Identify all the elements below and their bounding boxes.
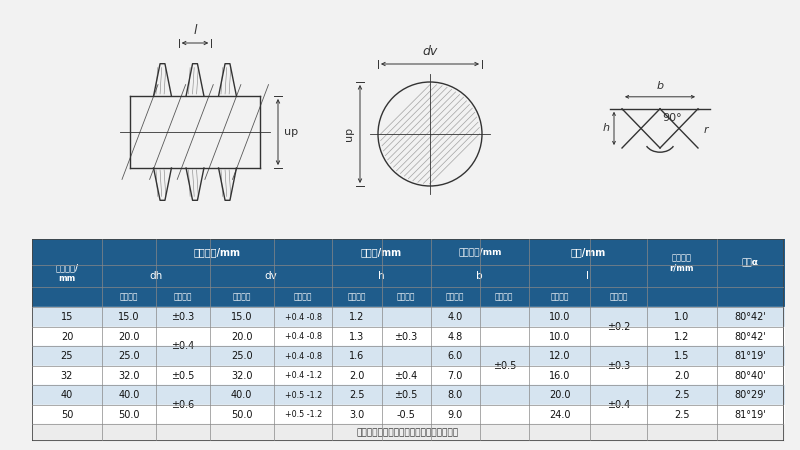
Text: 公称尺寸: 公称尺寸 [119,292,138,302]
Text: 15: 15 [61,312,73,322]
Text: 80°42': 80°42' [734,312,766,322]
Text: 20.0: 20.0 [549,390,570,400]
Text: ±0.5: ±0.5 [493,361,516,371]
Text: h: h [603,123,610,133]
Text: +0.5 -1.2: +0.5 -1.2 [285,391,322,400]
Text: 2.5: 2.5 [674,390,690,400]
Text: 螺距/mm: 螺距/mm [570,247,606,256]
Text: up: up [344,127,354,141]
Text: 允许偏差: 允许偏差 [397,292,415,302]
Text: 1.2: 1.2 [350,312,365,322]
Text: 40.0: 40.0 [118,390,139,400]
Text: 80°42': 80°42' [734,332,766,342]
Text: 15.0: 15.0 [231,312,253,322]
Text: dv: dv [265,271,278,281]
Text: ±0.4: ±0.4 [171,342,194,351]
Text: 10.0: 10.0 [549,312,570,322]
Text: ±0.6: ±0.6 [171,400,194,410]
Text: 4.0: 4.0 [448,312,463,322]
Text: 20.0: 20.0 [231,332,253,342]
Text: 允许偏差: 允许偏差 [610,292,628,302]
Text: 导角α: 导角α [742,258,759,267]
Text: 81°19': 81°19' [734,351,766,361]
Text: 32: 32 [61,371,73,381]
Text: r: r [704,125,709,135]
Text: 90°: 90° [662,113,682,123]
Text: 4.8: 4.8 [448,332,463,342]
Text: 50: 50 [61,410,73,420]
Text: 7.0: 7.0 [447,371,463,381]
Text: 允许偏差: 允许偏差 [174,292,192,302]
Text: +0.4 -0.8: +0.4 -0.8 [285,351,322,360]
Text: ±0.5: ±0.5 [171,371,194,381]
Text: 1.3: 1.3 [350,332,365,342]
Text: ±0.3: ±0.3 [607,361,630,371]
Text: 15.0: 15.0 [118,312,139,322]
Text: 注：螺纹底宽允许偏差属于柭领设计参数。: 注：螺纹底宽允许偏差属于柭领设计参数。 [357,428,459,437]
Text: 1.0: 1.0 [674,312,690,322]
Text: 螺纹高/mm: 螺纹高/mm [361,247,402,256]
Text: 基圆直径/mm: 基圆直径/mm [194,247,241,256]
Text: 50.0: 50.0 [231,410,253,420]
Text: 公称尺寸: 公称尺寸 [348,292,366,302]
Text: dh: dh [149,271,162,281]
Text: 25.0: 25.0 [118,351,140,361]
Text: ±0.2: ±0.2 [607,322,630,332]
Text: +0.4 -0.8: +0.4 -0.8 [285,332,322,341]
Text: ±0.3: ±0.3 [394,332,418,342]
Text: 公称尺寸: 公称尺寸 [446,292,465,302]
Text: 公称尺寸: 公称尺寸 [233,292,251,302]
Text: -0.5: -0.5 [397,410,415,420]
Text: 80°40': 80°40' [734,371,766,381]
Text: 20.0: 20.0 [118,332,139,342]
Text: up: up [284,127,298,137]
Text: 25.0: 25.0 [231,351,253,361]
Text: ±0.5: ±0.5 [394,390,418,400]
Text: 螺纹根弧
r/mm: 螺纹根弧 r/mm [670,253,694,272]
Text: 2.5: 2.5 [674,410,690,420]
Text: 81°19': 81°19' [734,410,766,420]
Text: 1.2: 1.2 [674,332,690,342]
Text: 40.0: 40.0 [231,390,253,400]
Text: 2.0: 2.0 [674,371,690,381]
Text: b: b [657,81,663,91]
Text: 32.0: 32.0 [231,371,253,381]
Text: +0.4 -0.8: +0.4 -0.8 [285,313,322,322]
Text: 50.0: 50.0 [118,410,139,420]
Text: 10.0: 10.0 [549,332,570,342]
Text: h: h [378,271,385,281]
Text: 2.0: 2.0 [350,371,365,381]
Text: ±0.3: ±0.3 [171,312,194,322]
Text: +0.4 -1.2: +0.4 -1.2 [285,371,322,380]
Text: 9.0: 9.0 [448,410,463,420]
Text: 允许偏差: 允许偏差 [294,292,312,302]
Text: +0.5 -1.2: +0.5 -1.2 [285,410,322,419]
Text: 2.5: 2.5 [350,390,365,400]
Text: b: b [477,271,483,281]
Text: 80°29': 80°29' [734,390,766,400]
Text: 1.6: 1.6 [350,351,365,361]
Text: ±0.4: ±0.4 [394,371,418,381]
Text: 公称直径/
mm: 公称直径/ mm [55,263,78,283]
Text: 40: 40 [61,390,73,400]
Text: 16.0: 16.0 [549,371,570,381]
Text: 公称尺寸: 公称尺寸 [550,292,569,302]
Text: 32.0: 32.0 [118,371,139,381]
Text: 25: 25 [61,351,74,361]
Text: 20: 20 [61,332,73,342]
Text: 6.0: 6.0 [448,351,463,361]
Text: l: l [194,24,197,37]
Text: 12.0: 12.0 [549,351,570,361]
Text: 24.0: 24.0 [549,410,570,420]
Text: 8.0: 8.0 [448,390,463,400]
Text: dv: dv [422,45,438,58]
Text: l: l [586,271,590,281]
Text: 允许偏差: 允许偏差 [495,292,514,302]
Text: 螺纹底宽/mm: 螺纹底宽/mm [458,247,502,256]
Text: 1.5: 1.5 [674,351,690,361]
Text: ±0.4: ±0.4 [607,400,630,410]
Text: 3.0: 3.0 [350,410,365,420]
